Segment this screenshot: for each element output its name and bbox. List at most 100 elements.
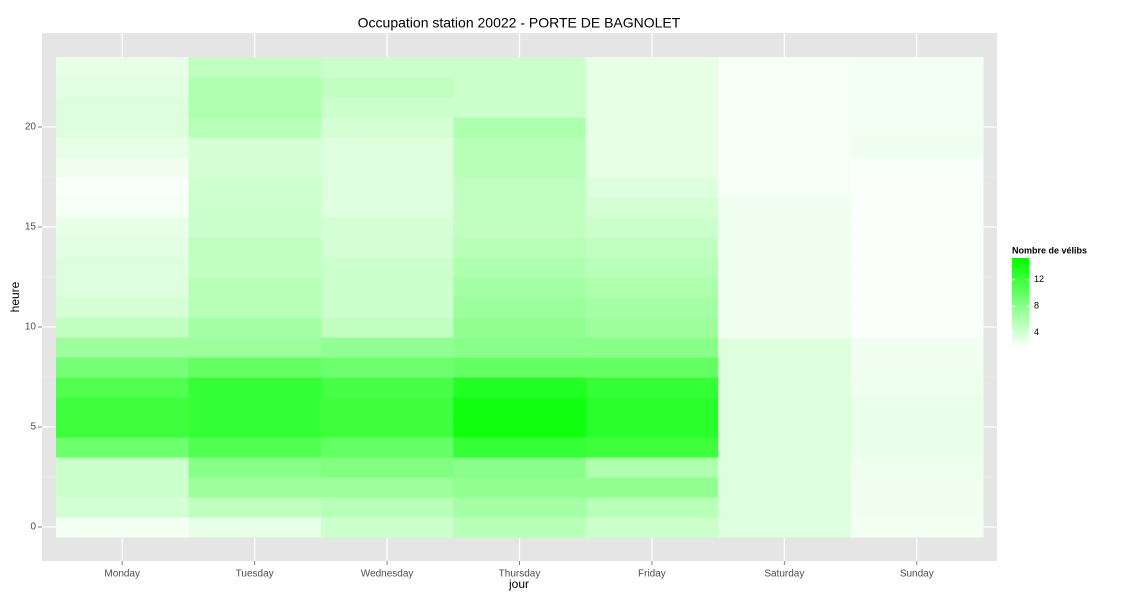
heat-cell: [320, 297, 454, 318]
heat-cell: [188, 317, 322, 338]
heat-cell: [56, 177, 189, 198]
heat-cell: [850, 497, 984, 518]
heat-cell: [188, 157, 322, 178]
heat-cell: [56, 337, 189, 358]
heat-cell: [850, 457, 984, 478]
heat-cell: [188, 337, 322, 358]
heat-cell: [585, 417, 719, 438]
heat-cell: [188, 237, 322, 258]
heat-cell: [453, 497, 587, 518]
heat-cell: [188, 177, 322, 198]
heat-cell: [453, 277, 587, 298]
heat-cell: [585, 437, 719, 458]
x-tick-label: Sunday: [900, 569, 934, 580]
heat-cell: [850, 317, 984, 338]
heat-cell: [585, 517, 719, 538]
heat-cell: [718, 137, 852, 158]
heat-cell: [850, 137, 984, 158]
heat-cell: [585, 297, 719, 318]
heat-cell: [718, 237, 852, 258]
heat-cell: [188, 497, 322, 518]
heat-cell: [320, 97, 454, 118]
heat-cell: [453, 97, 587, 118]
heat-cell: [585, 457, 719, 478]
heat-cell: [718, 57, 852, 78]
heat-cell: [56, 217, 189, 238]
heat-cell: [453, 257, 587, 278]
heat-cell: [718, 357, 852, 378]
heat-cell: [585, 497, 719, 518]
heat-cell: [585, 77, 719, 98]
heat-cell: [585, 277, 719, 298]
heat-cell: [453, 437, 587, 458]
heat-cell: [320, 517, 454, 538]
heat-cell: [850, 357, 984, 378]
heat-cell: [585, 377, 719, 398]
heat-cell: [585, 477, 719, 498]
heat-cell: [56, 277, 189, 298]
heat-cell: [718, 417, 852, 438]
heat-cell: [585, 257, 719, 278]
heat-cell: [585, 337, 719, 358]
heat-cell: [188, 377, 322, 398]
heat-cell: [320, 417, 454, 438]
heat-cell: [850, 237, 984, 258]
heat-cell: [188, 257, 322, 278]
heat-cell: [718, 177, 852, 198]
heat-cell: [453, 77, 587, 98]
legend-tick-label: 4: [1034, 327, 1039, 337]
heat-cell: [850, 177, 984, 198]
heat-cell: [56, 437, 189, 458]
heat-cell: [850, 437, 984, 458]
heat-cell: [585, 177, 719, 198]
heat-cell: [188, 437, 322, 458]
heat-cell: [585, 237, 719, 258]
heat-cell: [718, 437, 852, 458]
heat-cell: [188, 197, 322, 218]
heat-cell: [718, 297, 852, 318]
heat-cell: [453, 397, 587, 418]
heat-cell: [718, 477, 852, 498]
heat-cell: [585, 97, 719, 118]
heat-cell: [718, 197, 852, 218]
heat-cell: [320, 77, 454, 98]
heat-cell: [718, 77, 852, 98]
heat-cell: [188, 457, 322, 478]
heat-cell: [453, 177, 587, 198]
heat-cell: [453, 197, 587, 218]
heat-cell: [453, 217, 587, 238]
heat-cell: [320, 157, 454, 178]
heat-cell: [850, 217, 984, 238]
heat-cell: [718, 457, 852, 478]
heat-cell: [320, 217, 454, 238]
heat-cell: [718, 397, 852, 418]
x-tick-label: Friday: [638, 569, 666, 580]
y-tick-label: 15: [25, 222, 37, 233]
heat-cell: [320, 257, 454, 278]
heat-cell: [320, 137, 454, 158]
heat-cell: [718, 157, 852, 178]
heat-cell: [320, 357, 454, 378]
heat-cell: [850, 117, 984, 138]
heat-cell: [56, 357, 189, 378]
heat-cell: [56, 257, 189, 278]
heat-cell: [56, 157, 189, 178]
heat-cell: [56, 477, 189, 498]
heat-cell: [718, 277, 852, 298]
heat-cell: [188, 517, 322, 538]
heat-cell: [56, 57, 189, 78]
heat-cell: [850, 397, 984, 418]
heat-cell: [850, 157, 984, 178]
heat-cell: [453, 157, 587, 178]
legend-tick-label: 8: [1034, 301, 1039, 311]
heat-cell: [585, 57, 719, 78]
heat-cell: [320, 337, 454, 358]
heat-cell: [453, 377, 587, 398]
y-tick-label: 20: [25, 122, 37, 133]
legend-tick-label: 12: [1034, 274, 1044, 284]
x-tick-label: Saturday: [764, 569, 804, 580]
heat-cell: [453, 237, 587, 258]
heat-cell: [585, 117, 719, 138]
heat-cell: [320, 177, 454, 198]
heat-cell: [56, 297, 189, 318]
